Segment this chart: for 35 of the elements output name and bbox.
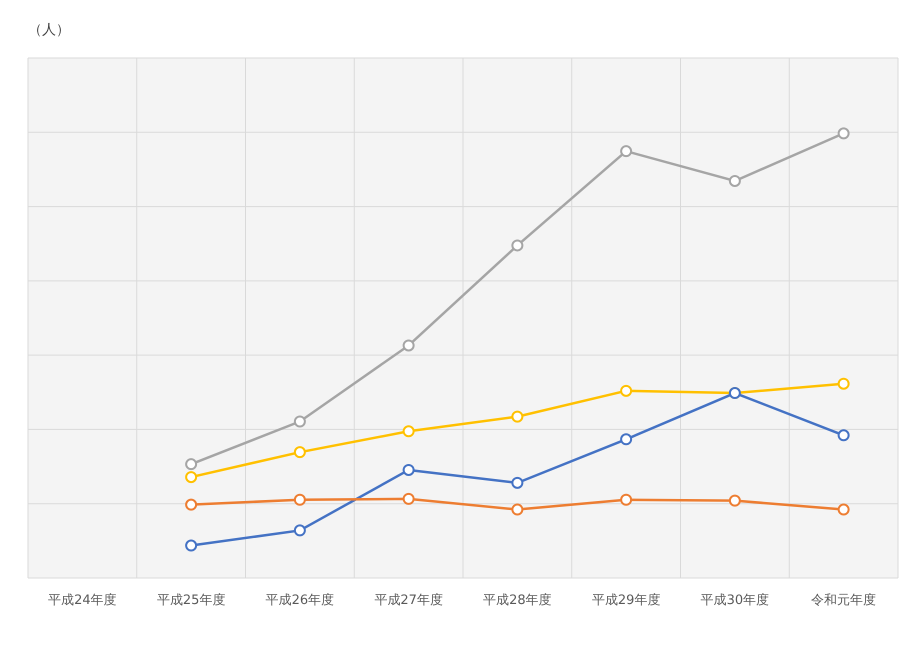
point xyxy=(728,174,741,187)
x-tick-label: 平成25年度 xyxy=(156,592,226,608)
point xyxy=(511,476,524,489)
x-tick-label: 平成30年度 xyxy=(700,592,770,608)
point xyxy=(838,378,850,390)
point xyxy=(402,425,415,438)
point xyxy=(402,492,415,505)
point xyxy=(838,429,850,442)
x-tick-label: 平成24年度 xyxy=(48,592,117,608)
point xyxy=(838,504,850,516)
x-tick-label: 平成26年度 xyxy=(266,592,334,608)
x-tick-label: 平成28年度 xyxy=(483,592,552,608)
x-tick-label: 令和元年度 xyxy=(811,592,876,608)
point xyxy=(294,524,306,536)
point xyxy=(838,127,850,140)
point xyxy=(294,446,306,458)
point xyxy=(620,433,632,446)
point xyxy=(185,458,198,470)
x-tick-label: 平成27年度 xyxy=(374,592,443,608)
x-tick-label: 平成29年度 xyxy=(592,592,660,608)
point xyxy=(511,239,524,252)
point xyxy=(294,494,306,506)
point xyxy=(185,471,198,484)
point xyxy=(728,494,741,507)
point xyxy=(185,540,198,552)
point xyxy=(402,339,415,352)
point xyxy=(511,504,524,516)
text: （人） xyxy=(28,22,70,38)
point xyxy=(511,410,524,423)
point xyxy=(185,498,198,511)
point xyxy=(620,145,632,158)
point xyxy=(620,384,632,397)
point xyxy=(294,416,306,428)
point xyxy=(620,494,632,506)
point xyxy=(402,464,415,476)
